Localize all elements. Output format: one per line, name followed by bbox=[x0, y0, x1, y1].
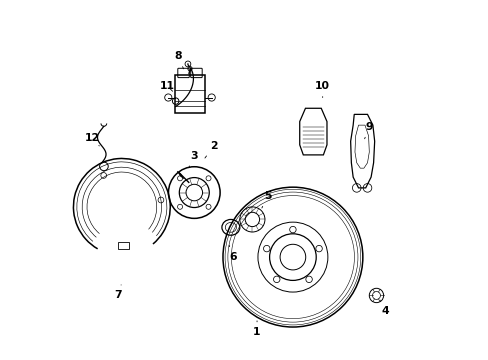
Text: 4: 4 bbox=[379, 300, 388, 316]
Text: 11: 11 bbox=[160, 81, 175, 91]
Text: 3: 3 bbox=[188, 150, 197, 167]
Text: 5: 5 bbox=[262, 191, 271, 208]
Text: 10: 10 bbox=[315, 81, 329, 98]
Text: 1: 1 bbox=[253, 321, 260, 337]
Text: 6: 6 bbox=[229, 246, 236, 262]
Text: 7: 7 bbox=[114, 285, 122, 301]
Text: 9: 9 bbox=[364, 122, 372, 139]
Text: 8: 8 bbox=[174, 51, 183, 69]
Text: 2: 2 bbox=[204, 141, 217, 158]
Text: 12: 12 bbox=[84, 133, 100, 146]
